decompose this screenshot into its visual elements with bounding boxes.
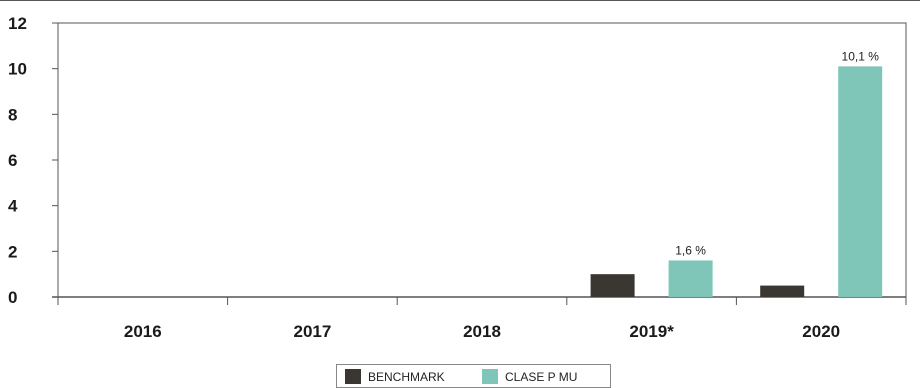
legend-swatch [345,369,361,384]
y-tick-label: 8 [8,105,17,124]
y-tick-label: 2 [8,242,17,261]
x-tick-label: 2018 [463,322,501,341]
bar-benchmark-2020 [760,285,805,297]
legend-label: BENCHMARK [368,370,445,384]
data-label: 1,6 % [675,243,706,257]
legend-label: CLASE P MU [505,370,577,384]
bar-benchmark-2019 [590,274,635,297]
plot-frame [57,22,907,297]
bar-clase-p-mu-2020 [838,66,883,297]
x-tick-label: 2020 [802,322,840,341]
y-tick-label: 0 [8,288,17,307]
x-tick-label: 2017 [293,322,331,341]
bar-clase-p-mu-2019 [668,260,713,297]
y-tick-label: 10 [8,60,27,79]
x-tick-label: 2016 [124,322,162,341]
y-tick-label: 6 [8,151,17,170]
legend-swatch [482,369,498,384]
y-tick-label: 12 [8,14,27,33]
x-tick-label: 2019* [629,322,674,341]
legend: BENCHMARK CLASE P MU [336,364,611,388]
y-tick-label: 4 [8,197,18,216]
data-label: 10,1 % [842,49,880,63]
